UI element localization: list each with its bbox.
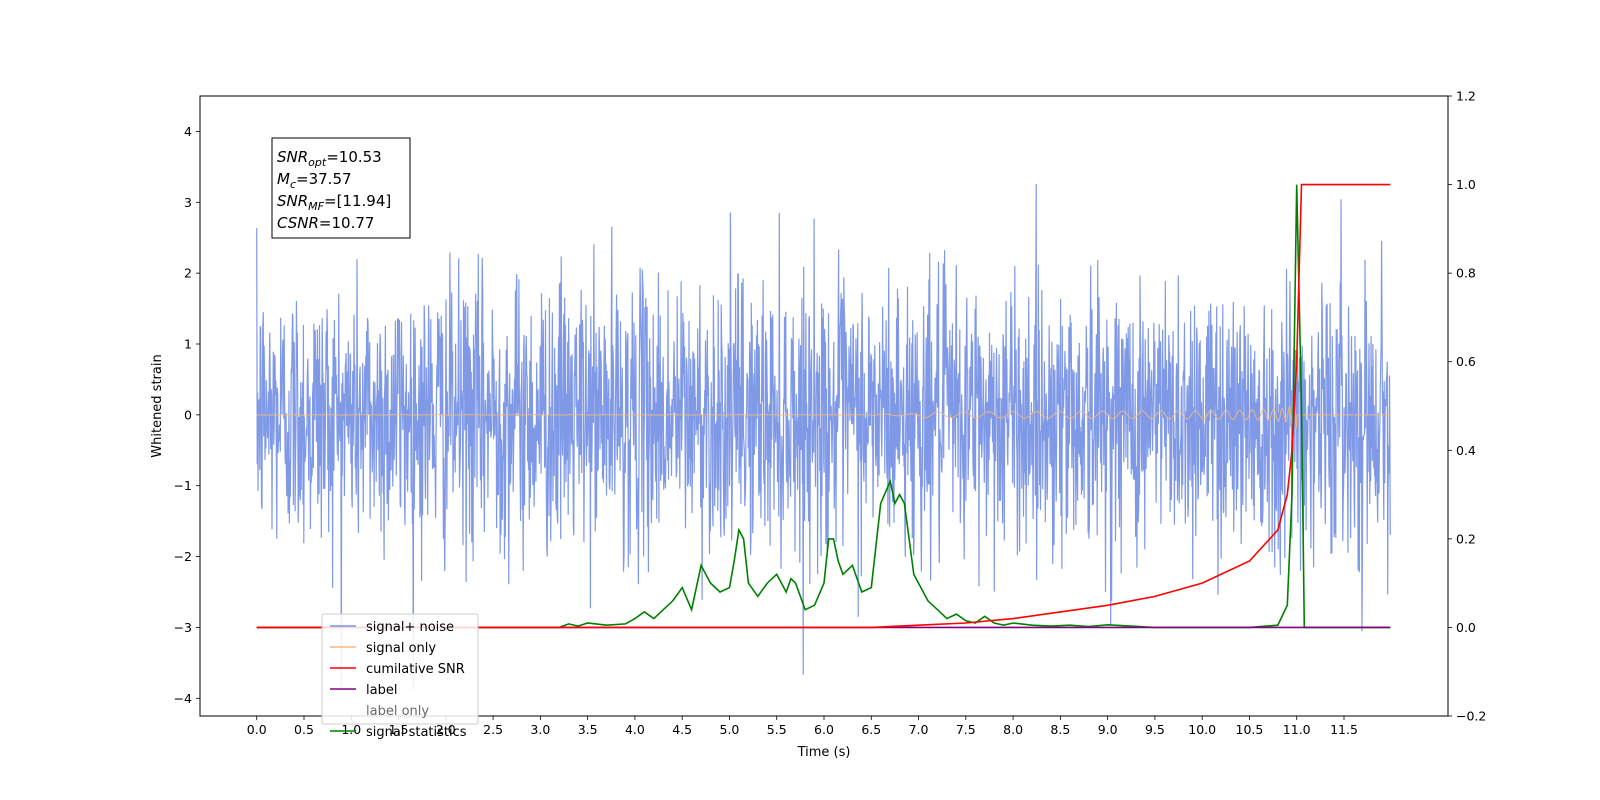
x-tick-label: 10.5 [1236,722,1264,737]
y-axis-left: −4 −3 −2 −1 0 1 2 3 4 [174,124,200,706]
y-tick-label-left: 4 [184,124,192,139]
x-tick-label: 11.5 [1330,722,1358,737]
x-tick-label: 6.0 [814,722,834,737]
x-tick-label: 4.0 [625,722,645,737]
annotation-snr-mf: SNRMF=[11.94] [277,192,391,213]
series-cumilative-snr [256,183,1391,629]
x-tick-label: 4.5 [672,722,692,737]
x-tick-label: 7.5 [956,722,976,737]
legend-label: label only [366,704,429,719]
y-tick-label-left: −2 [174,549,192,564]
annotation-mc: Mc=37.57 [277,170,352,191]
annotation-snr-opt: SNRopt=10.53 [277,148,382,169]
legend-label: label [366,683,397,698]
x-tick-label: 2.0 [436,722,456,737]
annotation-csnr: CSNR=10.77 [277,214,374,232]
x-tick-label: 0.5 [294,722,314,737]
y-tick-label-left: 0 [184,407,192,422]
y-tick-label-right: 0.2 [1456,531,1476,546]
x-tick-label: 8.0 [1003,722,1023,737]
x-axis: 0.0 0.5 1.0 1.5 2.0 2.5 3.0 3.5 4.0 4.5 5.0 5.5 6.0 6… [247,716,1358,737]
x-tick-label: 9.5 [1145,722,1165,737]
plot-area [256,183,1391,690]
series-signal-noise [256,183,1391,690]
x-tick-label: 2.5 [483,722,503,737]
y-tick-label-right: 0.6 [1456,354,1476,369]
x-tick-label: 1.0 [341,722,361,737]
legend-frame [321,613,479,725]
x-tick-label: 6.5 [861,722,881,737]
y-tick-label-left: −4 [174,691,192,706]
legend-label: signal only [366,641,436,656]
x-tick-label: 1.5 [389,722,409,737]
y-tick-label-left: 2 [184,266,192,281]
annotation-frame [271,137,411,239]
x-tick-label: 11.0 [1283,722,1311,737]
y-tick-label-right: 0.8 [1456,266,1476,281]
y-tick-label-right: −0.2 [1456,709,1486,724]
x-tick-label: 9.0 [1098,722,1118,737]
annotation-box: SNRopt=10.53 Mc=37.57 SNRMF=[11.94] CSNR… [271,137,411,239]
x-tick-label: 3.5 [578,722,598,737]
legend: signal+ noise signal only cumilative SNR la… [321,613,479,740]
y-tick-label-left: 1 [184,337,192,352]
y-axis-label-left: Whitened strain [150,354,165,457]
x-tick-label: 5.5 [767,722,787,737]
x-tick-label: 0.0 [247,722,267,737]
x-tick-label: 5.0 [720,722,740,737]
y-tick-label-right: 0.4 [1456,443,1476,458]
y-tick-label-right: 1.0 [1456,177,1476,192]
x-tick-label: 7.0 [909,722,929,737]
legend-label: signal statistics [366,725,467,740]
x-tick-label: 8.5 [1050,722,1070,737]
x-tick-label: 10.0 [1188,722,1216,737]
y-tick-label-right: 1.2 [1456,89,1476,104]
legend-label: cumilative SNR [366,662,465,677]
y-axis-right: −0.2 0.0 0.2 0.4 0.6 0.8 1.0 1.2 [1448,89,1486,724]
series-signal-statistics [256,184,1391,629]
series-signal-only [256,403,1391,429]
y-tick-label-left: −3 [174,620,192,635]
x-axis-label: Time (s) [797,745,851,760]
x-tick-label: 3.0 [530,722,550,737]
y-tick-label-right: 0.0 [1456,620,1476,635]
y-tick-label-left: −1 [174,478,192,493]
y-tick-label-left: 3 [184,195,192,210]
legend-label: signal+ noise [366,620,454,635]
